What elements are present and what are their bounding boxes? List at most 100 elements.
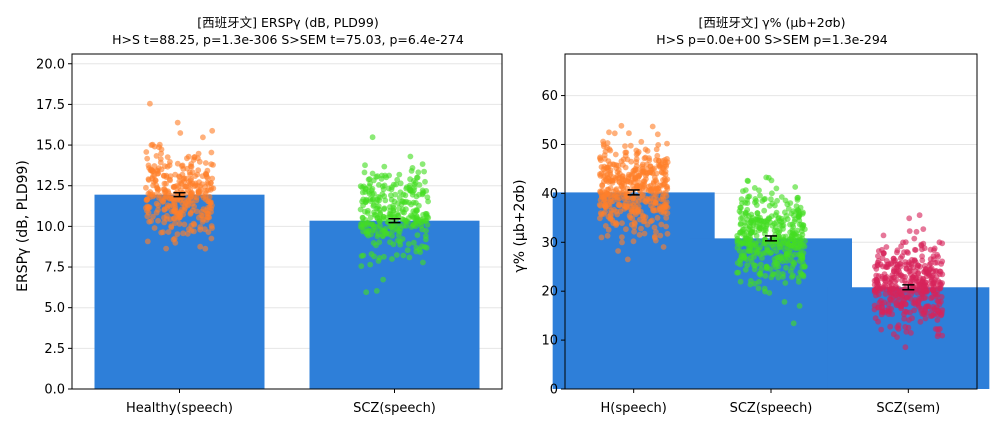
scatter-point <box>751 229 758 236</box>
scatter-point <box>176 174 183 180</box>
scatter-point <box>632 175 639 182</box>
scatter-point <box>143 149 150 155</box>
scatter-point <box>619 234 625 241</box>
scatter-point <box>614 197 621 204</box>
y-tick-label: 5.0 <box>44 301 65 316</box>
scatter-point <box>166 162 173 169</box>
scatter-point <box>734 236 741 242</box>
scatter-point <box>738 253 745 260</box>
scatter-point <box>597 154 603 161</box>
scatter-point <box>406 254 413 261</box>
scatter-point <box>633 163 640 169</box>
scatter-point <box>738 196 745 203</box>
chart-subtitle: H>S t=88.25, p=1.3e-306 S>SEM t=75.03, p… <box>112 32 464 47</box>
scatter-point <box>174 160 181 167</box>
scatter-point <box>396 205 402 212</box>
scatter-point <box>750 219 756 226</box>
scatter-point <box>359 184 365 191</box>
scatter-point <box>602 204 609 211</box>
scatter-point <box>203 171 210 178</box>
scatter-point <box>653 229 659 235</box>
scatter-point <box>607 212 614 219</box>
scatter-point <box>664 140 670 147</box>
scatter-point <box>914 264 921 271</box>
scatter-point <box>622 164 629 171</box>
scatter-point <box>933 293 940 299</box>
scatter-point <box>421 218 427 225</box>
scatter-point <box>374 233 381 240</box>
scatter-point <box>939 258 946 265</box>
scatter-point <box>752 242 759 249</box>
scatter-point <box>736 208 743 215</box>
scatter-point <box>381 206 387 213</box>
scatter-point <box>387 207 394 214</box>
scatter-point <box>167 177 174 184</box>
scatter-point <box>420 211 426 218</box>
scatter-point <box>371 190 377 197</box>
scatter-point <box>598 234 605 241</box>
scatter-point <box>619 179 625 186</box>
scatter-point <box>654 152 661 159</box>
scatter-point <box>647 169 653 176</box>
scatter-point <box>921 295 927 301</box>
scatter-point <box>790 208 797 215</box>
scatter-point <box>616 201 623 208</box>
scatter-point <box>895 326 902 332</box>
chart-panel-gamma-percent: [西班牙文] γ% (μb+2σb) H>S p=0.0e+00 S>SEM p… <box>512 15 990 416</box>
scatter-point <box>657 232 664 239</box>
scatter-point <box>930 303 937 310</box>
scatter-point <box>164 154 171 161</box>
scatter-point <box>158 197 165 204</box>
scatter-point <box>927 260 934 267</box>
scatter-point <box>403 206 409 213</box>
bar <box>827 287 990 389</box>
scatter-point <box>148 218 155 225</box>
scatter-point <box>360 228 366 235</box>
scatter-point <box>781 299 788 305</box>
x-tick-label: H(speech) <box>601 401 667 416</box>
scatter-point <box>205 229 212 236</box>
scatter-point <box>912 247 919 253</box>
scatter-point <box>890 290 896 296</box>
y-tick-label: 30 <box>541 236 558 251</box>
scatter-point <box>185 187 192 194</box>
scatter-point <box>147 194 154 201</box>
scatter-point <box>911 299 918 305</box>
scatter-point <box>762 225 769 232</box>
scatter-point <box>764 217 771 223</box>
scatter-point <box>161 207 168 213</box>
scatter-point <box>605 186 612 193</box>
scatter-point <box>775 274 782 281</box>
scatter-point <box>195 189 202 196</box>
scatter-point <box>908 261 915 268</box>
scatter-point <box>922 279 929 286</box>
scatter-point <box>416 191 422 198</box>
scatter-point <box>939 332 946 339</box>
scatter-point <box>935 307 941 314</box>
scatter-point <box>400 252 407 259</box>
scatter-point <box>170 236 177 243</box>
scatter-point <box>145 209 152 216</box>
scatter-point <box>366 183 373 190</box>
scatter-point <box>144 155 151 162</box>
scatter-point <box>174 119 181 126</box>
scatter-point <box>789 264 796 271</box>
scatter-point <box>634 207 641 214</box>
scatter-point <box>658 208 665 215</box>
scatter-point <box>782 280 789 286</box>
scatter-point <box>379 191 386 197</box>
scatter-point <box>747 281 754 288</box>
scatter-point <box>929 272 936 279</box>
scatter-point <box>738 215 744 222</box>
bar <box>690 238 852 389</box>
scatter-point <box>757 251 763 258</box>
scatter-point <box>908 330 914 336</box>
scatter-point <box>600 166 607 173</box>
scatter-point <box>619 220 625 227</box>
scatter-point <box>170 184 177 190</box>
scatter-point <box>365 228 371 235</box>
scatter-point <box>409 191 416 198</box>
scatter-point <box>193 197 200 204</box>
scatter-point <box>360 252 367 259</box>
scatter-point <box>938 294 945 300</box>
